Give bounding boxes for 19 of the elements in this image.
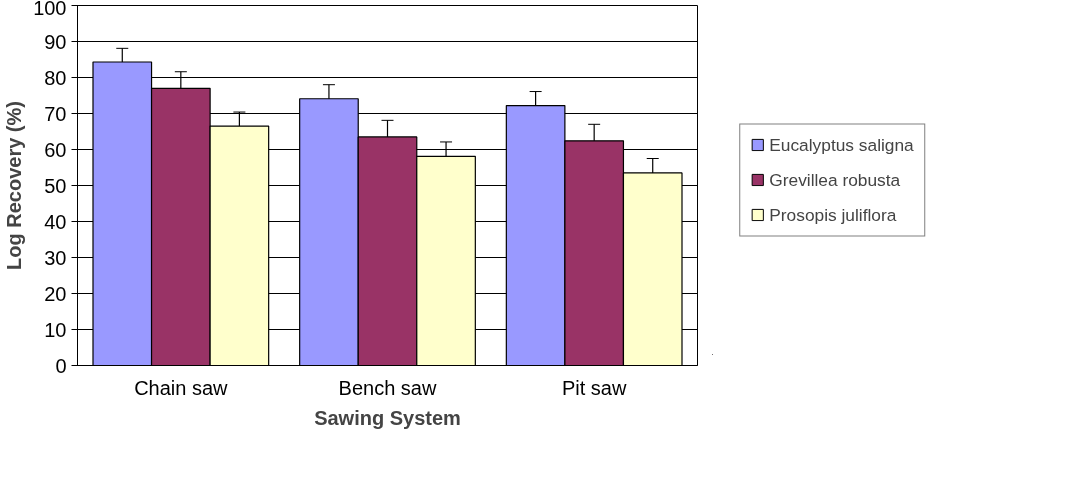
y-tick-label: 50: [44, 174, 67, 197]
x-axis-title: Sawing System: [314, 406, 461, 429]
y-tick-label: 60: [44, 138, 67, 161]
legend-label: Grevillea robusta: [769, 169, 901, 190]
y-tick-label: 100: [33, 0, 67, 19]
y-axis-title: Log Recovery (%): [3, 101, 26, 270]
x-tick-label: Pit saw: [561, 376, 627, 399]
x-tick-label: Bench saw: [338, 376, 437, 399]
y-tick-label: 70: [44, 102, 67, 125]
y-tick-label: 90: [44, 30, 67, 53]
legend-label: Prosopis juliflora: [769, 204, 897, 225]
y-tick-label: 20: [44, 282, 67, 305]
legend-label: Eucalyptus saligna: [769, 134, 914, 155]
y-tick-label: 80: [44, 66, 67, 89]
y-tick-label: 0: [55, 354, 67, 377]
y-tick-label: 40: [44, 210, 67, 233]
y-tick-label: 30: [44, 246, 67, 269]
x-tick-label: Chain saw: [134, 376, 229, 399]
y-tick-label: 10: [44, 318, 67, 341]
